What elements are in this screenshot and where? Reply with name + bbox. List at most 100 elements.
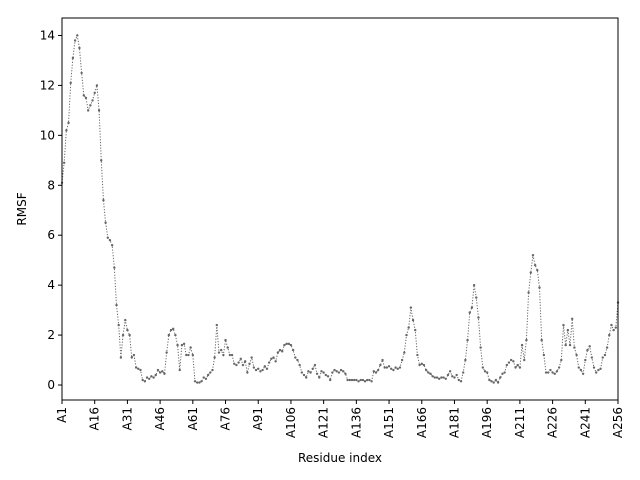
data-point: [451, 375, 454, 378]
data-point: [599, 367, 602, 370]
data-point: [259, 370, 262, 373]
data-point: [283, 343, 286, 347]
data-point: [80, 71, 83, 75]
data-point: [257, 367, 260, 370]
data-point: [302, 373, 306, 377]
data-point: [217, 351, 221, 354]
y-tick-label: 6: [47, 228, 55, 242]
data-point: [97, 109, 101, 112]
plot-frame: [61, 17, 619, 401]
y-tick-label: 12: [40, 78, 55, 92]
data-point: [512, 360, 515, 363]
data-point: [106, 236, 109, 239]
data-point: [448, 370, 452, 373]
data-point: [368, 378, 371, 382]
data-point: [398, 366, 402, 369]
data-point: [372, 370, 375, 373]
data-point: [346, 378, 349, 382]
data-point: [507, 361, 511, 364]
x-axis-label: Residue index: [298, 451, 382, 465]
data-point: [309, 371, 312, 374]
data-point: [605, 346, 609, 349]
data-point: [300, 371, 304, 374]
data-point: [579, 368, 583, 372]
data-point: [165, 351, 168, 354]
data-point: [379, 363, 382, 367]
data-point: [117, 323, 120, 327]
data-point: [527, 291, 530, 294]
data-point: [549, 368, 552, 372]
data-point: [145, 376, 149, 379]
data-point: [577, 366, 580, 369]
data-point: [62, 161, 66, 165]
data-point: [514, 366, 517, 369]
data-point: [263, 365, 266, 368]
data-point: [191, 353, 195, 357]
data-point: [291, 348, 295, 352]
data-point: [366, 378, 369, 382]
data-point: [320, 370, 323, 373]
data-point: [387, 365, 391, 368]
data-point: [352, 378, 356, 382]
data-point: [331, 371, 334, 374]
data-point: [315, 372, 319, 375]
data-point: [95, 84, 99, 87]
data-point: [141, 378, 144, 382]
data-point: [355, 378, 358, 382]
data-point: [104, 221, 107, 224]
data-point: [438, 377, 441, 380]
data-point: [544, 371, 548, 374]
data-point: [65, 129, 68, 132]
data-point: [108, 239, 112, 242]
data-point: [130, 356, 133, 359]
y-tick-label: 2: [47, 328, 55, 342]
data-point: [267, 361, 271, 364]
data-point: [278, 348, 282, 352]
data-point: [575, 353, 578, 357]
data-point: [435, 376, 439, 379]
data-point: [597, 368, 600, 372]
x-tick-label: A241: [578, 407, 592, 438]
data-point: [400, 358, 404, 362]
data-point: [248, 362, 251, 365]
data-point: [571, 317, 574, 321]
data-point: [492, 381, 495, 384]
data-point: [276, 351, 280, 354]
data-point: [396, 367, 399, 370]
data-point: [126, 328, 129, 332]
data-point: [239, 357, 242, 361]
data-point: [601, 356, 604, 359]
data-point: [481, 366, 485, 369]
data-point: [407, 326, 410, 329]
data-point: [202, 376, 205, 379]
data-point: [540, 338, 543, 342]
data-point: [603, 353, 607, 357]
data-point: [89, 104, 92, 107]
x-tick-label: A181: [447, 407, 461, 438]
data-point: [311, 367, 314, 370]
data-point: [296, 358, 299, 362]
data-point: [564, 343, 567, 347]
data-point: [433, 376, 437, 379]
data-point: [390, 367, 393, 370]
data-point: [414, 328, 417, 332]
data-point: [222, 353, 225, 357]
data-point: [446, 373, 450, 377]
x-tick-label: A91: [251, 407, 265, 430]
data-point: [86, 109, 90, 112]
y-tick-label: 8: [47, 178, 55, 192]
data-point: [525, 338, 528, 342]
data-point: [313, 363, 317, 367]
data-point: [472, 283, 476, 287]
data-point: [219, 348, 223, 352]
data-point: [383, 366, 386, 369]
data-point: [82, 94, 86, 97]
y-tick-label: 10: [40, 128, 55, 142]
data-point: [328, 378, 332, 382]
data-point: [459, 380, 463, 383]
data-point: [418, 363, 421, 367]
data-point: [250, 356, 253, 359]
data-point: [193, 380, 197, 383]
data-point: [614, 326, 618, 329]
data-point: [305, 376, 308, 379]
